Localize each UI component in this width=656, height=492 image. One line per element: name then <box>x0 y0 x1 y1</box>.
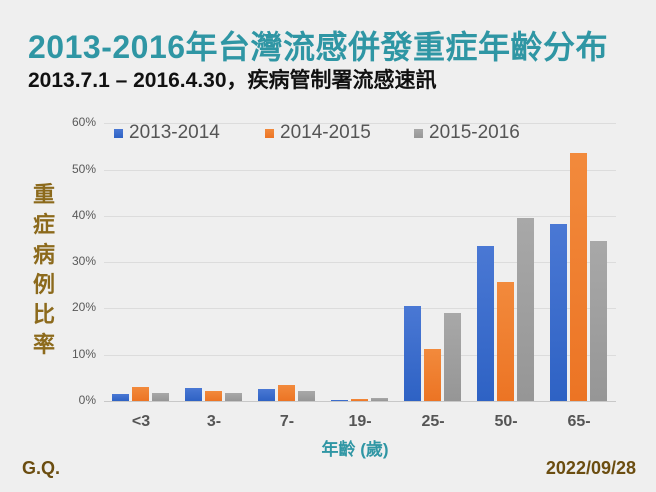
bar-2013-2014-65- <box>550 224 567 401</box>
x-tick-label: 7- <box>279 413 295 430</box>
bar-2015-2016-50- <box>517 218 534 401</box>
bar-2015-2016-19- <box>371 398 388 401</box>
y-tick-label: 40% <box>71 208 96 222</box>
bar-2015-2016-65- <box>590 240 607 401</box>
bar-2014-2015-3- <box>205 391 222 401</box>
x-tick-label: <3 <box>131 413 151 430</box>
x-tick-label: 25- <box>421 413 445 430</box>
bar-2015-2016-7- <box>298 390 315 401</box>
legend-swatch-icon <box>114 128 123 138</box>
y-tick-label: 0% <box>78 393 96 407</box>
legend-swatch-icon <box>414 128 423 138</box>
gridline <box>104 216 616 217</box>
gridline <box>104 308 616 309</box>
bar-2014-2015-50- <box>497 282 514 401</box>
bar-2013-2014-<3 <box>112 394 129 401</box>
x-tick-label: 3- <box>206 413 222 430</box>
bar-2013-2014-50- <box>477 245 494 401</box>
author-credit: G.Q. <box>22 458 61 478</box>
legend-label: 2015-2016 <box>429 122 520 143</box>
legend-label: 2014-2015 <box>280 122 371 143</box>
gridline <box>104 355 616 356</box>
gridline <box>104 170 616 171</box>
legend-label: 2013-2014 <box>129 122 220 143</box>
gridline <box>104 123 616 124</box>
x-tick-label: 65- <box>567 413 591 430</box>
y-tick-label: 20% <box>71 300 96 314</box>
chart-title: 2013-2016年台灣流感併發重症年齡分布 <box>28 29 609 65</box>
y-tick-label: 50% <box>71 162 96 176</box>
bar-2014-2015-7- <box>278 385 295 401</box>
bar-2015-2016-3- <box>225 393 242 401</box>
bar-2015-2016-25- <box>444 312 461 401</box>
x-axis-label: 年齡 (歲) <box>321 440 389 459</box>
chart-subtitle: 2013.7.1 – 2016.4.30，疾病管制署流感速訊 <box>28 69 437 92</box>
bar-2014-2015-19- <box>351 398 368 401</box>
x-tick-label: 50- <box>494 413 518 430</box>
bar-2014-2015-65- <box>570 153 587 401</box>
bar-2015-2016-<3 <box>152 393 169 401</box>
bar-2013-2014-7- <box>258 389 275 401</box>
legend-item: 2015-2016 <box>414 122 520 144</box>
bar-2013-2014-3- <box>185 388 202 401</box>
y-tick-label: 10% <box>71 347 96 361</box>
y-tick-label: 60% <box>71 115 96 129</box>
bar-2014-2015-25- <box>424 349 441 401</box>
bar-2013-2014-25- <box>404 306 421 401</box>
x-tick-label: 19- <box>348 413 372 430</box>
footer-date: 2022/09/28 <box>545 458 636 478</box>
bar-2014-2015-<3 <box>132 386 149 401</box>
gridline <box>104 262 616 263</box>
bar-2013-2014-19- <box>331 399 348 401</box>
y-axis-label: 重症病例比率 <box>32 182 55 357</box>
legend-swatch-icon <box>265 128 274 138</box>
x-axis-line <box>104 401 616 402</box>
legend-item: 2013-2014 <box>114 122 220 144</box>
legend-item: 2014-2015 <box>265 122 371 144</box>
y-tick-label: 30% <box>71 254 96 268</box>
